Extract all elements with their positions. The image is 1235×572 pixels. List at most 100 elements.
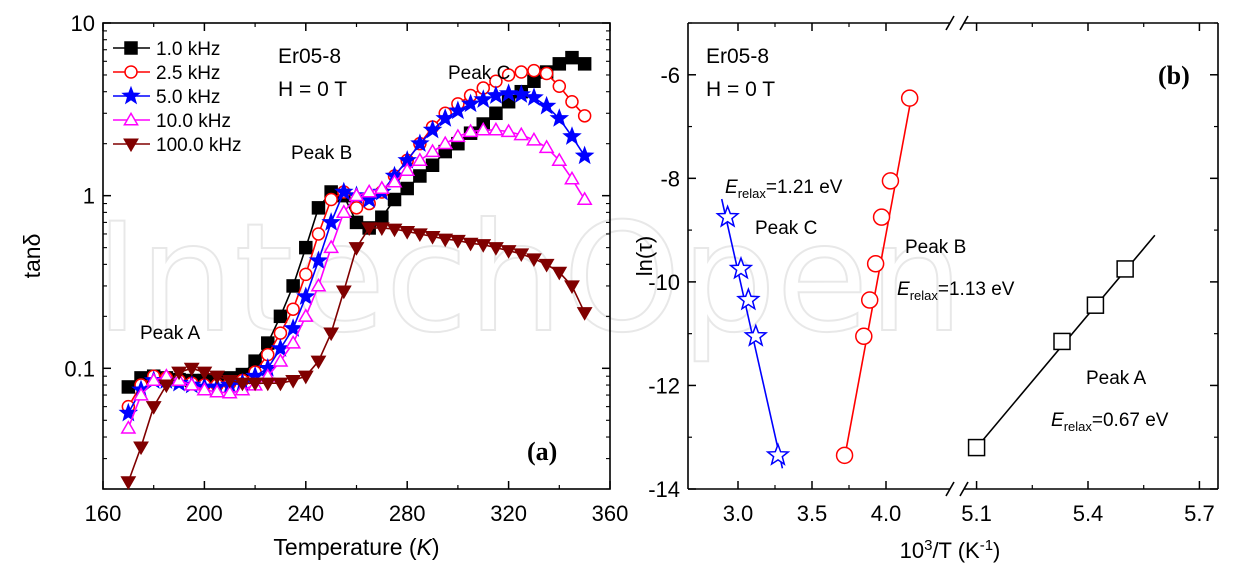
data-point bbox=[349, 201, 364, 215]
data-point bbox=[881, 172, 900, 190]
data-point bbox=[399, 225, 416, 240]
data-point bbox=[460, 93, 481, 113]
data-point bbox=[1086, 296, 1105, 314]
x-tick-label-b: 5.7 bbox=[1184, 501, 1215, 526]
axis-break-mark bbox=[945, 15, 955, 31]
data-point bbox=[527, 63, 541, 78]
y-tick-label-b: -14 bbox=[648, 477, 680, 502]
series-peak-b bbox=[835, 89, 919, 465]
data-point bbox=[297, 370, 314, 385]
data-point bbox=[361, 222, 378, 237]
annotation-peak-c: Peak C bbox=[755, 218, 817, 239]
data-point bbox=[576, 191, 593, 206]
data-point bbox=[462, 237, 479, 252]
data-point bbox=[498, 83, 519, 102]
data-point bbox=[386, 223, 403, 238]
data-point bbox=[872, 208, 891, 226]
x-tick-label-a: 160 bbox=[85, 501, 122, 526]
y-axis-label-b: ln(τ) bbox=[632, 236, 657, 276]
data-point bbox=[475, 121, 492, 136]
x-tick-label-a: 360 bbox=[592, 501, 629, 526]
data-point bbox=[285, 374, 302, 389]
data-point bbox=[513, 248, 530, 262]
data-point bbox=[334, 181, 354, 201]
data-point bbox=[967, 438, 986, 457]
data-point bbox=[577, 109, 592, 123]
axis-break-mark bbox=[959, 481, 969, 497]
series-10-0-khz bbox=[120, 121, 593, 434]
data-point bbox=[386, 173, 403, 188]
data-point bbox=[449, 234, 466, 249]
data-point bbox=[283, 318, 303, 337]
data-point bbox=[158, 379, 175, 394]
y-tick-label-b: -10 bbox=[648, 270, 680, 295]
data-point bbox=[1116, 260, 1134, 278]
data-point bbox=[311, 227, 326, 241]
x-tick-label-a: 280 bbox=[389, 501, 426, 526]
data-point bbox=[308, 250, 329, 270]
data-point bbox=[564, 170, 580, 185]
data-point bbox=[424, 230, 441, 245]
legend-a: 1.0 kHz 2.5 kHz 5.0 kHz 10.0 kHz 100.0 kHz bbox=[113, 39, 242, 156]
annotation-peak-b: Peak B bbox=[291, 143, 352, 164]
data-point bbox=[361, 183, 378, 198]
data-point bbox=[324, 192, 338, 207]
data-point bbox=[133, 441, 149, 456]
data-point bbox=[765, 442, 791, 466]
data-point bbox=[551, 152, 568, 166]
data-point bbox=[411, 152, 428, 166]
data-point bbox=[410, 133, 430, 152]
data-point bbox=[413, 169, 427, 183]
data-point bbox=[120, 476, 137, 490]
data-point bbox=[375, 210, 389, 224]
data-point bbox=[488, 121, 504, 136]
data-point bbox=[272, 377, 289, 392]
data-point bbox=[118, 402, 139, 422]
annotation-peak-a: Peak A bbox=[1086, 368, 1147, 389]
y-tick-label-b: -12 bbox=[648, 373, 680, 398]
data-point bbox=[549, 108, 570, 127]
data-point bbox=[448, 100, 468, 120]
data-point bbox=[422, 119, 443, 139]
annotation-peak-c: Peak C bbox=[448, 63, 510, 84]
data-point bbox=[475, 239, 492, 253]
data-point bbox=[272, 353, 289, 367]
data-point bbox=[310, 355, 327, 370]
watermark: IntechOpen bbox=[95, 192, 964, 366]
data-point bbox=[564, 280, 580, 295]
data-point bbox=[310, 277, 327, 292]
data-point bbox=[526, 131, 542, 146]
data-point bbox=[425, 158, 440, 173]
panel-b: 3.0 3.5 4.0 5.1 5.4 5.7 -14 -12 -10 -8 -6 103/T (K-… bbox=[632, 15, 1219, 563]
data-point bbox=[574, 145, 595, 165]
data-point bbox=[526, 253, 542, 268]
data-point bbox=[120, 420, 137, 434]
x-axis-label-a: Temperature (K) bbox=[273, 534, 439, 560]
panel-label-b: (b) bbox=[1158, 61, 1190, 90]
data-point bbox=[577, 57, 592, 71]
data-point bbox=[145, 401, 162, 415]
data-point bbox=[424, 143, 441, 158]
data-point bbox=[373, 180, 390, 195]
legend-marker bbox=[124, 41, 138, 55]
data-point bbox=[323, 327, 340, 342]
y-tick-label-b: -6 bbox=[660, 63, 680, 88]
data-point bbox=[576, 307, 593, 321]
data-point bbox=[743, 323, 769, 347]
legend-label: 2.5 kHz bbox=[156, 63, 220, 84]
data-point bbox=[400, 181, 414, 196]
annotation-erelax-c: Erelax=1.21 eV bbox=[725, 177, 843, 201]
data-point bbox=[399, 162, 416, 176]
data-point bbox=[866, 255, 885, 273]
legend-label: 10.0 kHz bbox=[156, 111, 231, 132]
data-point bbox=[552, 57, 567, 71]
data-point bbox=[500, 123, 517, 138]
data-point bbox=[728, 255, 754, 280]
data-point bbox=[500, 245, 517, 259]
legend-marker bbox=[124, 65, 138, 79]
legend-label: 100.0 kHz bbox=[156, 135, 242, 156]
annotation-erelax-a: Erelax=0.67 eV bbox=[1051, 410, 1169, 434]
legend-marker bbox=[123, 111, 139, 126]
data-point bbox=[196, 366, 213, 381]
data-point bbox=[196, 381, 213, 396]
